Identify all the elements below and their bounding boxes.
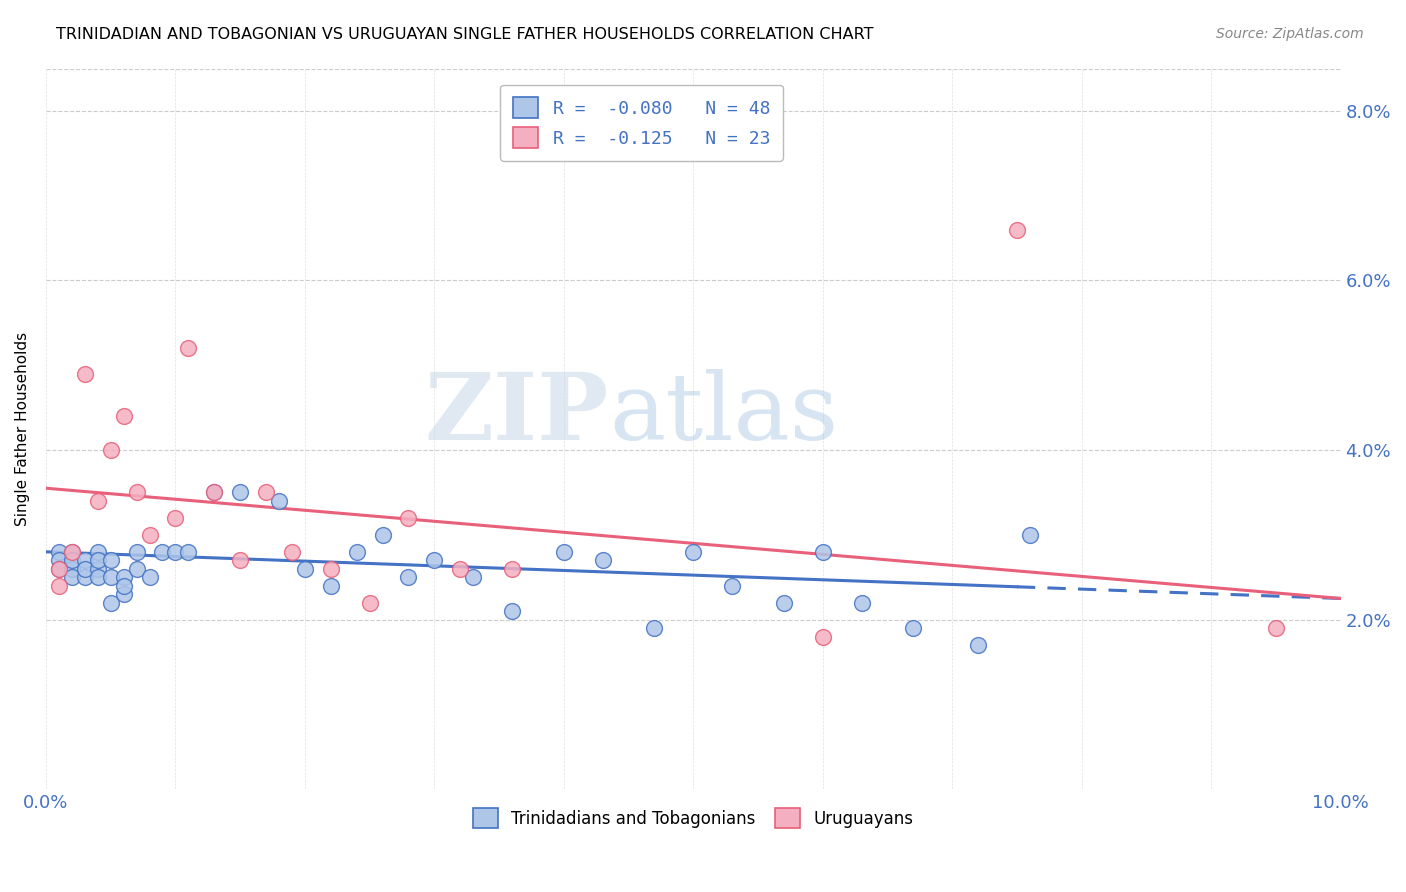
Point — [60, 562, 83, 576]
Point — [811, 630, 834, 644]
Point — [87, 494, 110, 508]
Point — [138, 528, 160, 542]
Point — [125, 485, 148, 500]
Point — [254, 485, 277, 500]
Point — [87, 570, 110, 584]
Point — [112, 409, 135, 424]
Point — [721, 579, 744, 593]
Point — [294, 562, 316, 576]
Point — [48, 553, 70, 567]
Point — [60, 545, 83, 559]
Point — [229, 553, 252, 567]
Legend: Trinidadians and Tobagonians, Uruguayans: Trinidadians and Tobagonians, Uruguayans — [465, 801, 921, 835]
Point — [138, 570, 160, 584]
Point — [48, 579, 70, 593]
Point — [73, 367, 96, 381]
Point — [501, 604, 523, 618]
Text: ZIP: ZIP — [425, 369, 609, 459]
Point — [87, 562, 110, 576]
Point — [73, 553, 96, 567]
Point — [100, 596, 122, 610]
Point — [967, 638, 990, 652]
Point — [398, 570, 420, 584]
Point — [371, 528, 394, 542]
Text: atlas: atlas — [609, 369, 838, 459]
Point — [773, 596, 796, 610]
Point — [48, 562, 70, 576]
Text: TRINIDADIAN AND TOBAGONIAN VS URUGUAYAN SINGLE FATHER HOUSEHOLDS CORRELATION CHA: TRINIDADIAN AND TOBAGONIAN VS URUGUAYAN … — [56, 27, 873, 42]
Point — [60, 570, 83, 584]
Point — [281, 545, 304, 559]
Point — [177, 545, 200, 559]
Point — [682, 545, 704, 559]
Point — [202, 485, 225, 500]
Point — [463, 570, 485, 584]
Point — [112, 587, 135, 601]
Point — [423, 553, 446, 567]
Text: Source: ZipAtlas.com: Source: ZipAtlas.com — [1216, 27, 1364, 41]
Point — [1018, 528, 1040, 542]
Point — [125, 562, 148, 576]
Point — [1005, 222, 1028, 236]
Point — [152, 545, 174, 559]
Point — [100, 553, 122, 567]
Point — [125, 545, 148, 559]
Point — [100, 443, 122, 458]
Y-axis label: Single Father Households: Single Father Households — [15, 332, 30, 526]
Point — [553, 545, 575, 559]
Point — [903, 621, 925, 635]
Point — [87, 553, 110, 567]
Point — [229, 485, 252, 500]
Point — [112, 579, 135, 593]
Point — [319, 562, 342, 576]
Point — [165, 511, 187, 525]
Point — [346, 545, 368, 559]
Point — [73, 570, 96, 584]
Point — [359, 596, 381, 610]
Point — [60, 545, 83, 559]
Point — [48, 562, 70, 576]
Point — [73, 562, 96, 576]
Point — [449, 562, 471, 576]
Point — [177, 341, 200, 355]
Point — [811, 545, 834, 559]
Point — [1264, 621, 1286, 635]
Point — [100, 570, 122, 584]
Point — [851, 596, 873, 610]
Point — [592, 553, 614, 567]
Point — [165, 545, 187, 559]
Point — [643, 621, 665, 635]
Point — [398, 511, 420, 525]
Point — [501, 562, 523, 576]
Point — [112, 570, 135, 584]
Point — [319, 579, 342, 593]
Point — [60, 553, 83, 567]
Point — [202, 485, 225, 500]
Point — [87, 545, 110, 559]
Point — [48, 545, 70, 559]
Point — [267, 494, 290, 508]
